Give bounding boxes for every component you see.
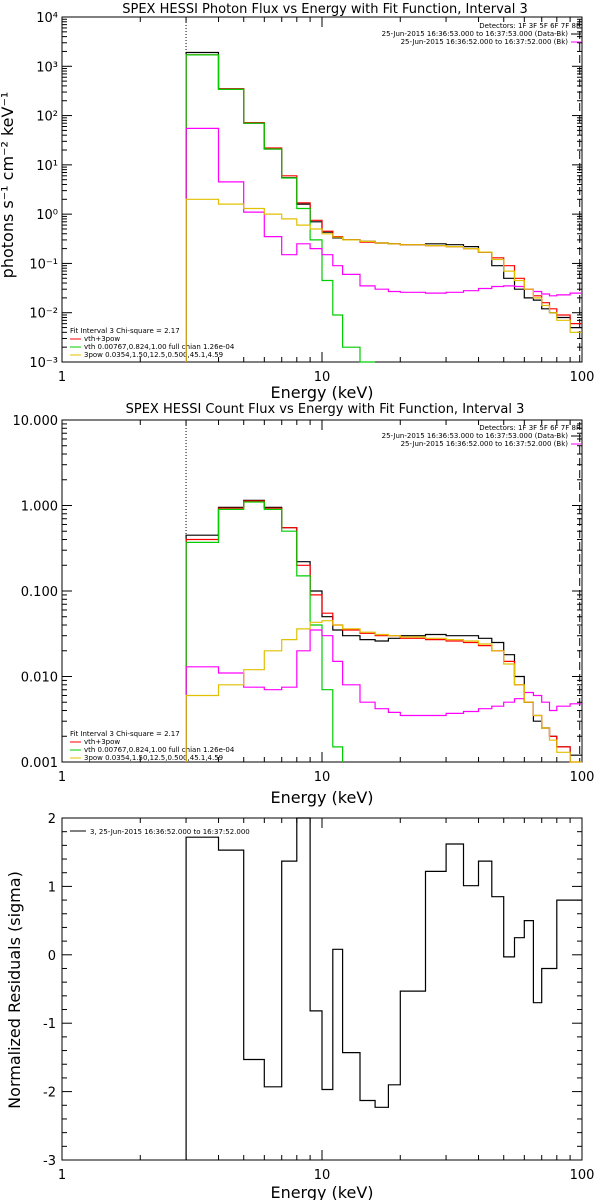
count-y-tick-label: 1.000 (21, 500, 58, 515)
residuals-series-3-25-jun-2015-16-36-52-000-to-16-37-52-000 (185, 817, 582, 1160)
photon-y-tick-label: 10¹ (36, 159, 58, 174)
count-y-tick-label: 0.010 (21, 671, 58, 686)
residuals-y-tick-label: 1 (48, 880, 56, 895)
count-x-axis-label: Energy (keV) (270, 788, 373, 807)
photon-y-tick-label: 10² (36, 110, 58, 125)
count-series-bk (185, 629, 582, 762)
residuals-x-tick-label: 100 (570, 1168, 595, 1183)
residuals-panel: Energy (keV) Normalized Residuals (sigma… (5, 812, 594, 1200)
count-header-line-1: Detectors: 1F 3F 5F 6F 7F 8F (479, 424, 580, 432)
photon-legend-line-3: vth 0.00767,0.824,1.00 full chian 1.26e-… (84, 343, 235, 351)
photon-y-tick-label: 10⁻³ (29, 356, 58, 371)
count-y-tick-label: 0.001 (21, 756, 58, 771)
residuals-y-tick-label: 2 (48, 812, 56, 827)
photon-header-line-3: 25-Jun-2015 16:36:52.000 to 16:37:52.000… (401, 38, 569, 46)
residuals-x-tick-label: 1 (58, 1168, 66, 1183)
count-y-tick-label: 0.100 (21, 585, 58, 600)
photon-series-3pow (185, 198, 582, 362)
residuals-y-tick-label: 0 (48, 949, 56, 964)
photon-flux-title: SPEX HESSI Photon Flux vs Energy with Fi… (122, 2, 528, 17)
count-legend-line-2: vth+3pow (84, 738, 120, 746)
photon-header-line-1: Detectors: 1F 3F 5F 6F 7F 8F (479, 22, 580, 30)
count-x-tick-label: 10 (314, 770, 331, 785)
count-header-line-3: 25-Jun-2015 16:36:52.000 to 16:37:52.000… (401, 440, 569, 448)
residuals-x-axis-label: Energy (keV) (270, 1183, 373, 1200)
count-legend-line-1: Fit Interval 3 Chi-square = 2.17 (70, 730, 180, 738)
count-y-tick-label: 10.000 (13, 414, 59, 429)
photon-y-tick-label: 10⁻² (29, 307, 58, 322)
count-series-vth (185, 501, 344, 762)
residuals-y-axis-label: Normalized Residuals (sigma) (5, 871, 24, 1109)
photon-header-line-2: 25-Jun-2015 16:36:53.000 to 16:37:53.000… (382, 30, 569, 38)
photon-y-tick-label: 10⁴ (36, 11, 58, 26)
photon-y-tick-label: 10³ (36, 60, 58, 75)
photon-x-tick-label: 1 (58, 370, 66, 385)
count-header-line-2: 25-Jun-2015 16:36:53.000 to 16:37:53.000… (382, 432, 569, 440)
residuals-y-tick-label: -1 (43, 1017, 56, 1032)
residuals-legend-line-1: 3, 25-Jun-2015 16:36:52.000 to 16:37:52.… (90, 828, 250, 836)
photon-legend-line-4: 3pow 0.0354,1.50,12.5,0.500,45.1,4.59 (84, 351, 223, 359)
count-legend-line-4: 3pow 0.0354,1.50,12.5,0.500,45.1,4.59 (84, 754, 223, 762)
count-flux-title: SPEX HESSI Count Flux vs Energy with Fit… (126, 402, 525, 417)
photon-x-tick-label: 10 (314, 370, 331, 385)
photon-flux-panel: SPEX HESSI Photon Flux vs Energy with Fi… (0, 2, 594, 402)
count-legend-line-3: vth 0.00767,0.824,1.00 full chian 1.26e-… (84, 746, 235, 754)
photon-legend-line-1: Fit Interval 3 Chi-square = 2.17 (70, 327, 180, 335)
count-flux-panel: SPEX HESSI Count Flux vs Energy with Fit… (13, 402, 595, 807)
photon-y-tick-label: 10⁻¹ (29, 257, 58, 272)
count-series-3pow (185, 620, 582, 763)
photon-y-axis-label: photons s⁻¹ cm⁻² keV⁻¹ (0, 92, 17, 279)
count-x-tick-label: 1 (58, 770, 66, 785)
photon-x-axis-label: Energy (keV) (270, 383, 373, 402)
residuals-y-tick-label: -3 (43, 1154, 56, 1169)
photon-x-tick-label: 100 (570, 370, 595, 385)
photon-legend-line-2: vth+3pow (84, 335, 120, 343)
residuals-x-tick-label: 10 (314, 1168, 331, 1183)
photon-y-tick-label: 10⁰ (36, 208, 58, 223)
photon-series-vth (185, 54, 376, 363)
count-x-tick-label: 100 (570, 770, 595, 785)
residuals-y-tick-label: -2 (43, 1086, 56, 1101)
